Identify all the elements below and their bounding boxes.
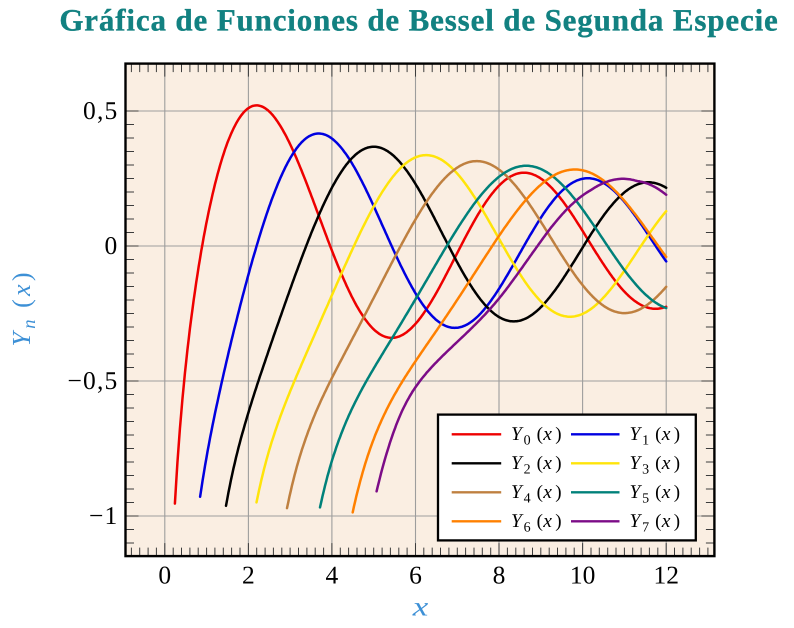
svg-text:10: 10	[570, 560, 596, 589]
svg-text:x: x	[411, 592, 428, 622]
svg-text:−0,5: −0,5	[67, 366, 118, 395]
svg-text:6: 6	[409, 560, 422, 589]
svg-text:2: 2	[242, 560, 255, 589]
svg-text:0: 0	[158, 560, 171, 589]
svg-text:Y6(x): Y 6 (x)	[511, 511, 562, 536]
svg-text:−1: −1	[89, 501, 119, 530]
svg-text:Y2(x): Y 2 (x)	[511, 453, 562, 478]
svg-text:12: 12	[653, 560, 679, 589]
svg-text:8: 8	[493, 560, 506, 589]
svg-text:Gráfica de Funciones de Bessel: Gráfica de Funciones de Bessel de Segund…	[59, 3, 778, 38]
svg-text:4: 4	[326, 560, 339, 589]
svg-text:Y4(x): Y 4 (x)	[511, 482, 562, 507]
svg-text:Y7(x): Y 7 (x)	[630, 511, 681, 536]
svg-text:Y3(x): Y 3 (x)	[630, 453, 681, 478]
svg-text:Yn (x): Yn (x)	[7, 273, 40, 347]
svg-text:Y0(x): Y 0 (x)	[511, 424, 562, 449]
svg-text:Y5(x): Y 5 (x)	[630, 482, 681, 507]
svg-text:0: 0	[105, 231, 119, 260]
svg-text:Y1(x): Y 1 (x)	[630, 424, 681, 449]
svg-text:0,5: 0,5	[83, 96, 118, 125]
